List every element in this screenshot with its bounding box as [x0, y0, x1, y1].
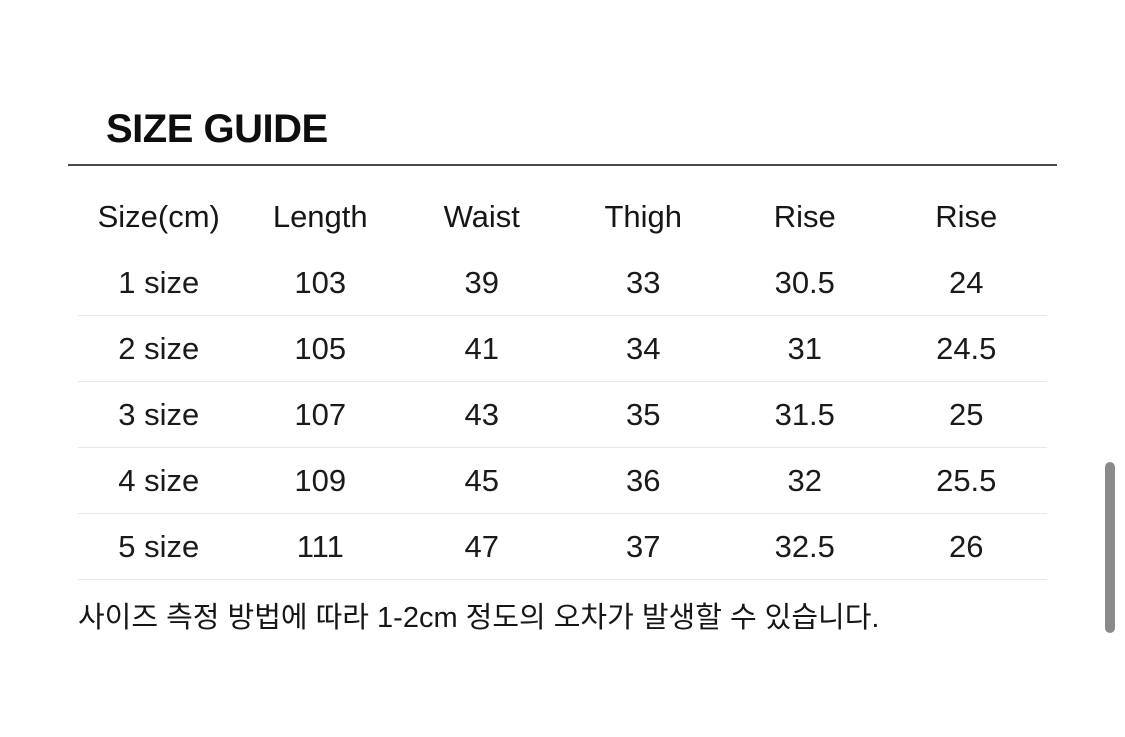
table-cell-thigh: 37 [626, 528, 661, 564]
table-cell-waist: 45 [464, 462, 499, 498]
table-cell-length: 109 [294, 462, 347, 498]
table-cell-size: 2 size [118, 330, 200, 366]
table-cell-size: 3 size [118, 396, 200, 432]
measurement-tolerance-note: 사이즈 측정 방법에 따라 1-2cm 정도의 오차가 발생할 수 있습니다. [78, 602, 880, 634]
table-cell-waist: 47 [464, 528, 499, 564]
scrollbar-thumb[interactable] [1105, 462, 1115, 633]
table-cell-rise-1: 31.5 [774, 396, 835, 432]
table-cell-size: 4 size [118, 462, 200, 498]
table-cell-waist: 43 [464, 396, 499, 432]
table-cell-rise-1: 32 [787, 462, 822, 498]
table-row: 5 size 111 47 37 32.5 26 [78, 514, 1047, 580]
table-cell-length: 107 [294, 396, 347, 432]
table-row: 2 size 105 41 34 31 24.5 [78, 316, 1047, 382]
table-cell-length: 111 [296, 528, 344, 564]
table-cell-thigh: 33 [626, 264, 661, 300]
column-header-thigh: Thigh [604, 199, 683, 234]
table-row: 3 size 107 43 35 31.5 25 [78, 382, 1047, 448]
table-cell-size: 5 size [118, 528, 200, 564]
table-cell-rise-2: 25 [949, 396, 984, 432]
table-cell-size: 1 size [118, 264, 200, 300]
table-row: 4 size 109 45 36 32 25.5 [78, 448, 1047, 514]
table-cell-length: 105 [294, 330, 347, 366]
table-cell-rise-1: 30.5 [774, 264, 835, 300]
column-header-rise-1: Rise [773, 199, 836, 234]
table-cell-waist: 39 [464, 264, 499, 300]
column-header-waist: Waist [443, 199, 520, 234]
table-cell-rise-1: 31 [787, 330, 822, 366]
column-header-size: Size(cm) [97, 199, 220, 234]
table-cell-rise-2: 25.5 [936, 462, 997, 498]
table-row: 1 size 103 39 33 30.5 24 [78, 250, 1047, 316]
table-cell-thigh: 36 [626, 462, 661, 498]
table-cell-thigh: 35 [626, 396, 661, 432]
column-header-rise-2: Rise [935, 199, 998, 234]
table-cell-thigh: 34 [626, 330, 661, 366]
table-cell-rise-2: 24.5 [936, 330, 997, 366]
table-header-row: Size(cm) Length Waist Thigh Rise Rise [78, 184, 1047, 250]
table-cell-rise-2: 26 [949, 528, 984, 564]
table-cell-rise-2: 24 [949, 264, 984, 300]
table-cell-waist: 41 [464, 330, 499, 366]
size-guide-table: Size(cm) Length Waist Thigh Rise Rise 1 … [78, 184, 1047, 580]
page-title: SIZE GUIDE [106, 107, 328, 151]
title-divider [68, 164, 1057, 166]
table-cell-length: 103 [294, 264, 347, 300]
column-header-length: Length [272, 199, 368, 234]
table-cell-rise-1: 32.5 [774, 528, 835, 564]
